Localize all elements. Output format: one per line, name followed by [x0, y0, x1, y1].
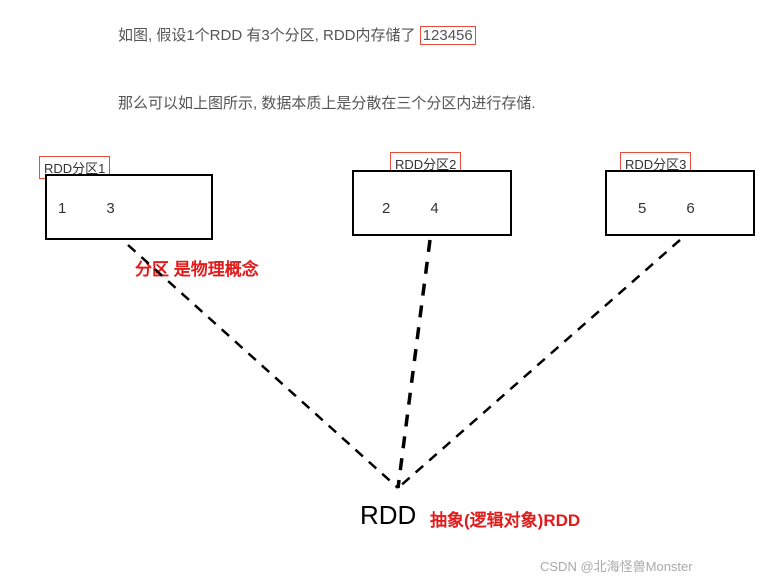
watermark: CSDN @北海怪兽Monster [540, 556, 693, 575]
intro-highlight-value: 123456 [420, 26, 476, 45]
partition-3-values: 5 6 [638, 200, 695, 217]
partition-2-values: 2 4 [382, 200, 439, 217]
partition-3-val-b: 6 [686, 200, 694, 217]
partition-2-val-b: 4 [430, 200, 438, 217]
dashed-line-2 [398, 240, 430, 488]
rdd-title: RDD [360, 500, 416, 531]
convergence-lines [0, 0, 770, 576]
partition-1-val-a: 1 [58, 200, 66, 217]
partition-1-val-b: 3 [106, 200, 114, 217]
partition-2-val-a: 2 [382, 200, 390, 217]
intro-line-2: 那么可以如上图所示, 数据本质上是分散在三个分区内进行存储. [118, 92, 536, 113]
dashed-line-1 [128, 245, 398, 488]
intro-line-1-prefix: 如图, 假设1个RDD 有3个分区, RDD内存储了 [118, 27, 420, 44]
intro-line-1: 如图, 假设1个RDD 有3个分区, RDD内存储了 123456 [118, 24, 476, 45]
annotation-logical: 抽象(逻辑对象)RDD [430, 506, 580, 531]
annotation-physical: 分区 是物理概念 [135, 255, 259, 280]
partition-1-values: 1 3 [58, 200, 115, 217]
partition-3-val-a: 5 [638, 200, 646, 217]
dashed-line-3 [398, 240, 680, 488]
